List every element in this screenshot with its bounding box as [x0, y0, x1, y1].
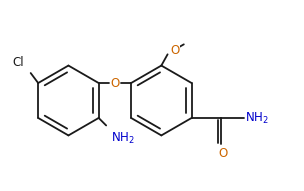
Text: NH$_2$: NH$_2$ [111, 130, 135, 146]
Text: O: O [170, 44, 179, 57]
Text: Cl: Cl [13, 56, 24, 69]
Text: NH$_2$: NH$_2$ [245, 110, 269, 125]
Text: O: O [218, 147, 227, 160]
Text: O: O [110, 77, 119, 90]
